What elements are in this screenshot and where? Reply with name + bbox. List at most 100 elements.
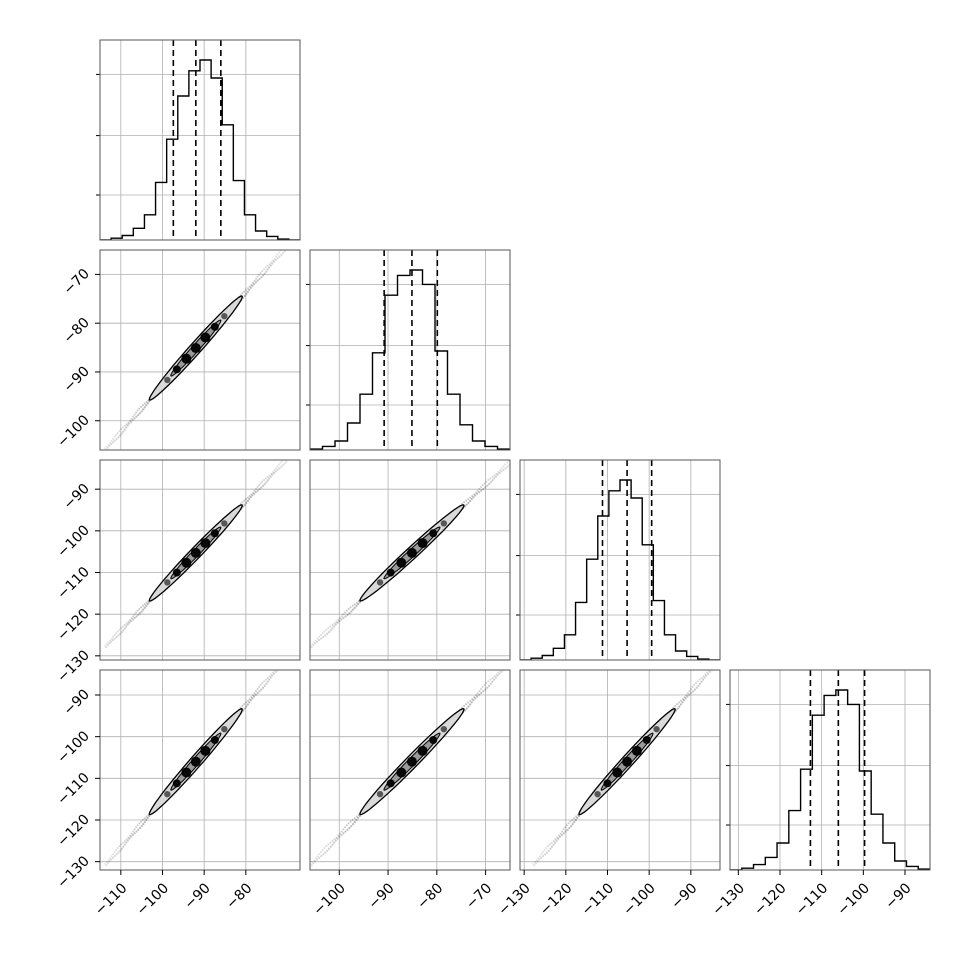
- scatter-point: [274, 258, 277, 262]
- scatter-point: [282, 664, 284, 666]
- density-dot: [164, 790, 171, 798]
- scatter-point: [683, 696, 686, 699]
- scatter-point: [324, 634, 327, 637]
- scatter-point: [311, 643, 314, 646]
- scatter-point: [271, 470, 274, 473]
- scatter-point: [143, 603, 146, 606]
- scatter-point: [123, 424, 126, 427]
- scatter-point: [136, 609, 139, 612]
- scatter-point: [270, 261, 273, 264]
- scatter-point: [491, 680, 494, 683]
- scatter-point: [353, 820, 356, 824]
- scatter-point: [131, 833, 134, 837]
- scatter-point: [561, 830, 564, 833]
- scatter-point: [681, 698, 684, 701]
- scatter-point: [254, 281, 257, 284]
- density-dot: [417, 745, 428, 756]
- scatter-point: [253, 692, 256, 695]
- scatter-point: [260, 276, 263, 279]
- scatter-point: [249, 699, 252, 702]
- scatter-point: [537, 857, 540, 860]
- scatter-point: [682, 699, 686, 702]
- scatter-point: [263, 268, 266, 271]
- scatter-point: [358, 814, 361, 817]
- histogram-step: [310, 269, 510, 450]
- y-tick-label: −70: [61, 266, 93, 298]
- x-tick-label: −90: [182, 880, 214, 912]
- scatter-point: [128, 621, 131, 624]
- panel-2-2: [516, 459, 721, 661]
- panel-frame: [99, 39, 301, 241]
- scatter-point: [142, 608, 145, 611]
- scatter-point: [250, 696, 253, 699]
- scatter-point: [534, 862, 538, 865]
- scatter-point: [476, 695, 479, 698]
- scatter-point: [567, 822, 570, 825]
- scatter-point: [316, 640, 319, 643]
- scatter-point: [334, 839, 337, 842]
- scatter-point: [255, 277, 258, 280]
- scatter-point: [127, 620, 130, 623]
- density-dot: [631, 745, 642, 756]
- panel-2-3: −130 −120 −110 −100 −90: [495, 669, 721, 919]
- scatter-point: [105, 645, 108, 649]
- scatter-point: [280, 465, 283, 468]
- scatter-point: [105, 643, 108, 646]
- scatter-point: [118, 632, 122, 635]
- scatter-point: [281, 252, 285, 255]
- scatter-point: [120, 630, 123, 634]
- scatter-point: [254, 693, 257, 696]
- panel-0-0: [96, 39, 301, 241]
- scatter-point: [128, 837, 131, 840]
- scatter-point: [269, 475, 272, 478]
- scatter-point: [110, 439, 113, 442]
- scatter-point: [106, 644, 109, 647]
- panel-frame: [519, 669, 721, 871]
- scatter-group: [103, 250, 288, 450]
- scatter-point: [700, 676, 703, 679]
- scatter-point: [117, 634, 120, 637]
- scatter-point: [698, 682, 702, 685]
- scatter-point: [265, 481, 268, 484]
- scatter-point: [546, 845, 549, 848]
- scatter-point: [483, 683, 486, 686]
- scatter-group: [103, 460, 288, 649]
- scatter-point: [512, 461, 514, 463]
- scatter-point: [486, 484, 489, 487]
- scatter-point: [118, 845, 121, 848]
- scatter-point: [493, 675, 496, 678]
- scatter-point: [538, 855, 541, 858]
- scatter-point: [243, 499, 246, 502]
- scatter-point: [463, 501, 466, 504]
- scatter-point: [133, 616, 136, 619]
- scatter-point: [336, 837, 339, 840]
- scatter-point: [277, 665, 279, 667]
- scatter-point: [112, 437, 115, 440]
- scatter-point: [695, 686, 698, 689]
- x-tick-label: −90: [882, 880, 914, 912]
- scatter-point: [270, 472, 273, 475]
- scatter-point: [484, 688, 487, 691]
- scatter-point: [310, 645, 313, 649]
- scatter-point: [568, 826, 571, 830]
- scatter-point: [337, 834, 340, 837]
- scatter-point: [496, 674, 499, 677]
- scatter-point: [686, 692, 689, 695]
- scatter-point: [261, 480, 264, 483]
- scatter-point: [474, 494, 477, 497]
- scatter-point: [489, 682, 492, 685]
- scatter-point: [256, 691, 259, 695]
- scatter-point: [121, 841, 124, 844]
- scatter-point: [109, 441, 112, 444]
- scatter-point: [543, 853, 547, 856]
- scatter-point: [140, 825, 143, 828]
- scatter-point: [138, 412, 142, 415]
- scatter-point: [573, 817, 576, 820]
- x-tick-label: −70: [463, 880, 495, 912]
- scatter-point: [347, 822, 350, 825]
- scatter-point: [500, 467, 503, 470]
- scatter-point: [252, 695, 256, 698]
- scatter-point: [705, 674, 708, 677]
- scatter-point: [133, 828, 136, 831]
- scatter-point: [502, 665, 504, 667]
